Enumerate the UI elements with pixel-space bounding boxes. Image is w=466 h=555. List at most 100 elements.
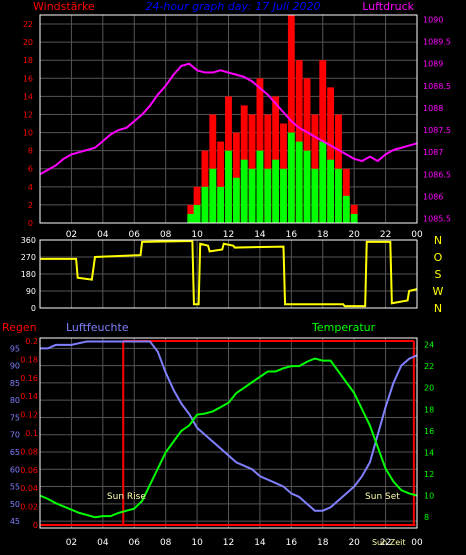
humidity-y-tick-label: 60 [10,465,20,474]
direction-y-tick-label: 180 [21,270,36,279]
rain-y-tick-label: 0.1 [25,429,38,438]
rain-y-tick-label: 0.04 [20,484,38,493]
wind-avg-bar [232,177,240,223]
wind-y-tick-label: 6 [28,165,33,174]
rain-y-ticks: 0 0.02 0.04 0.06 0.08 0.1 0.12 0.14 0.16 0.18 0.2 [20,337,38,530]
rain-y-tick-label: 0.2 [25,337,38,346]
rain-y-tick-label: 0 [33,521,38,530]
wind-bars [187,15,358,223]
wind-y-tick-label: 22 [23,20,33,29]
wind-x-tick-label: 18 [317,230,329,240]
direction-panel-frame [39,239,418,309]
humidity-y-tick-label: 95 [10,344,20,353]
climate-x-tick-label: 14 [254,538,266,548]
wind-y-tick-label: 2 [28,201,33,210]
wind-x-tick-label: 20 [348,230,360,240]
rain-y-tick-label: 0.08 [20,447,38,456]
wind-avg-bar [342,195,350,223]
sunset-label: Sun Set [365,492,400,502]
wind-avg-bar [217,186,225,223]
pressure-y-tick-label: 1088.5 [423,82,451,91]
climate-x-ticks: 02 04 06 08 10 12 14 16 18 20 22 00 [66,538,423,548]
wind-x-tick-label: 16 [286,230,298,240]
gust-bar [327,87,335,223]
wind-avg-bar [193,204,201,223]
wind-axis-title: Windstärke [33,0,95,13]
direction-y-tick-label: 360 [21,236,36,245]
wind-avg-bar [187,213,195,223]
temperature-y-tick-label: 22 [424,362,434,371]
direction-y-tick-label: 0 [31,304,36,313]
gust-bar [350,204,358,223]
climate-x-tick-label: 12 [223,538,234,548]
wind-x-tick-label: 14 [254,230,266,240]
wind-y-tick-label: 16 [23,74,33,83]
wind-x-tick-label: 22 [380,230,391,240]
climate-x-tick-label: 02 [66,538,77,548]
wind-x-tick-label: 08 [160,230,172,240]
wind-x-ticks: 02 04 06 08 10 12 14 16 18 20 22 00 [66,230,423,240]
temperature-y-tick-label: 10 [424,492,434,501]
wind-avg-bar [280,168,287,223]
wind-avg-bar [295,141,303,223]
rain-axis-title: Regen [2,321,37,334]
climate-panel: 00.020.040.060.080.10.120.140.160.180.2 … [2,321,434,548]
wind-y-tick-label: 0 [28,219,33,228]
temperature-line [39,357,418,519]
wind-avg-bar [240,159,248,223]
temperature-y-tick-label: 16 [424,427,434,436]
wind-y-ticks: 0 2 4 6 8 10 12 14 16 18 20 22 [23,20,33,228]
climate-panel-frame [39,337,418,529]
pressure-y-tick-label: 1089 [423,60,443,69]
wind-avg-bar [287,132,295,223]
direction-y-tick-label: 270 [21,253,36,262]
climate-x-tick-label: 16 [286,538,298,548]
wind-avg-bar [272,159,280,223]
temperature-axis-title: Temperatur [311,321,376,334]
humidity-y-ticks: 45 50 55 60 65 70 75 80 85 90 95 [10,344,20,526]
temperature-y-ticks: 8 10 12 14 16 18 20 22 24 [424,340,434,522]
pressure-y-ticks: 1085.5 1086 1086.5 1087 1087.5 1088 1088.5 1089… [423,15,451,223]
wind-avg-bar [209,168,217,223]
wind-avg-bar [225,150,232,223]
temperature-y-tick-label: 14 [424,448,434,457]
wind-avg-bar [248,168,256,223]
chart-title: 24-hour graph day: 17 Juli 2020 [145,0,320,13]
rain-y-tick-label: 0.02 [20,503,38,512]
pressure-y-tick-label: 1087 [423,148,443,157]
wind-x-tick-label: 00 [411,230,423,240]
humidity-y-tick-label: 70 [10,431,20,440]
wind-y-tick-label: 20 [23,38,33,47]
wind-y-tick-label: 14 [23,92,33,101]
pressure-y-tick-label: 1089.5 [423,38,451,47]
sun-annotations: Sun Rise Sun Set Sun Zeit [107,492,406,547]
wind-y-tick-label: 4 [28,183,33,192]
gust-bar [187,204,195,223]
wind-avg-bar [335,168,342,223]
pressure-y-tick-label: 1090 [423,15,443,24]
humidity-y-tick-label: 90 [10,362,20,371]
pressure-y-tick-label: 1085.5 [423,215,451,224]
pressure-axis-title: Luftdruck [362,0,414,13]
gust-bar [217,141,225,223]
wind-panel-frame [39,14,418,224]
wind-x-tick-label: 10 [191,230,203,240]
compass-label: W [433,285,444,298]
humidity-y-tick-label: 75 [10,413,20,422]
wind-avg-bar [256,150,264,223]
pressure-y-tick-label: 1087.5 [423,126,451,135]
sun-time-label: Sun Zeit [372,538,406,547]
wind-avg-bar [319,141,327,223]
pressure-line [39,62,418,176]
humidity-y-tick-label: 45 [10,517,20,526]
rain-y-tick-label: 0.12 [20,411,38,420]
gust-bar [287,15,295,223]
humidity-y-tick-label: 55 [10,483,20,492]
humidity-axis-title: Luftfeuchte [66,321,129,334]
humidity-y-tick-label: 65 [10,448,20,457]
direction-y-tick-label: 90 [26,287,36,296]
pressure-y-tick-label: 1086 [423,192,443,201]
compass-label: O [434,251,443,264]
